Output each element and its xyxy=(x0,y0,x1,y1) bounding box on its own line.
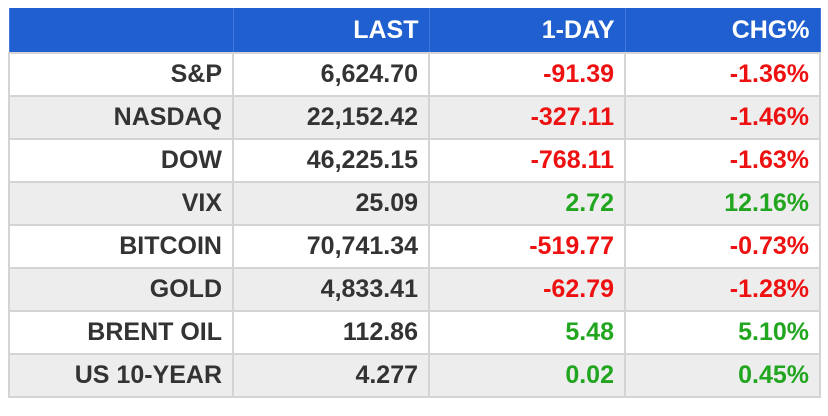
header-chg-pct: CHG% xyxy=(624,8,821,53)
change-percent: -1.63% xyxy=(624,138,821,183)
last-value: 6,624.70 xyxy=(232,52,430,97)
change-percent: -0.73% xyxy=(624,224,821,269)
table-row: NASDAQ 22,152.42 -327.11 -1.46% xyxy=(8,95,821,140)
instrument-name: NASDAQ xyxy=(8,95,234,140)
one-day-change: -519.77 xyxy=(428,224,626,269)
table-row: BRENT OIL 112.86 5.48 5.10% xyxy=(8,310,821,355)
instrument-name: US 10-YEAR xyxy=(8,353,234,398)
one-day-change: -327.11 xyxy=(428,95,626,140)
last-value: 112.86 xyxy=(232,310,430,355)
last-value: 70,741.34 xyxy=(232,224,430,269)
last-value: 4.277 xyxy=(232,353,430,398)
one-day-change: -91.39 xyxy=(428,52,626,97)
header-row: LAST 1-DAY CHG% xyxy=(8,8,821,53)
market-summary-table: LAST 1-DAY CHG% S&P 6,624.70 -91.39 -1.36% N… xyxy=(8,8,821,398)
table-row: BITCOIN 70,741.34 -519.77 -0.73% xyxy=(8,224,821,269)
table-row: DOW 46,225.15 -768.11 -1.63% xyxy=(8,138,821,183)
header-last: LAST xyxy=(232,8,430,53)
one-day-change: -62.79 xyxy=(428,267,626,312)
one-day-change: 2.72 xyxy=(428,181,626,226)
last-value: 25.09 xyxy=(232,181,430,226)
instrument-name: GOLD xyxy=(8,267,234,312)
table-row: GOLD 4,833.41 -62.79 -1.28% xyxy=(8,267,821,312)
one-day-change: -768.11 xyxy=(428,138,626,183)
table-row: US 10-YEAR 4.277 0.02 0.45% xyxy=(8,353,821,398)
table-row: S&P 6,624.70 -91.39 -1.36% xyxy=(8,52,821,97)
header-1-day: 1-DAY xyxy=(428,8,626,53)
instrument-name: VIX xyxy=(8,181,234,226)
table-header: LAST 1-DAY CHG% xyxy=(8,8,821,53)
last-value: 4,833.41 xyxy=(232,267,430,312)
header-instrument xyxy=(8,8,234,53)
one-day-change: 5.48 xyxy=(428,310,626,355)
table-body: S&P 6,624.70 -91.39 -1.36% NASDAQ 22,152.42 -3… xyxy=(8,52,821,398)
change-percent: -1.36% xyxy=(624,52,821,97)
change-percent: -1.46% xyxy=(624,95,821,140)
table-row: VIX 25.09 2.72 12.16% xyxy=(8,181,821,226)
instrument-name: BITCOIN xyxy=(8,224,234,269)
instrument-name: S&P xyxy=(8,52,234,97)
instrument-name: DOW xyxy=(8,138,234,183)
last-value: 46,225.15 xyxy=(232,138,430,183)
last-value: 22,152.42 xyxy=(232,95,430,140)
change-percent: 5.10% xyxy=(624,310,821,355)
change-percent: 12.16% xyxy=(624,181,821,226)
one-day-change: 0.02 xyxy=(428,353,626,398)
instrument-name: BRENT OIL xyxy=(8,310,234,355)
change-percent: 0.45% xyxy=(624,353,821,398)
change-percent: -1.28% xyxy=(624,267,821,312)
